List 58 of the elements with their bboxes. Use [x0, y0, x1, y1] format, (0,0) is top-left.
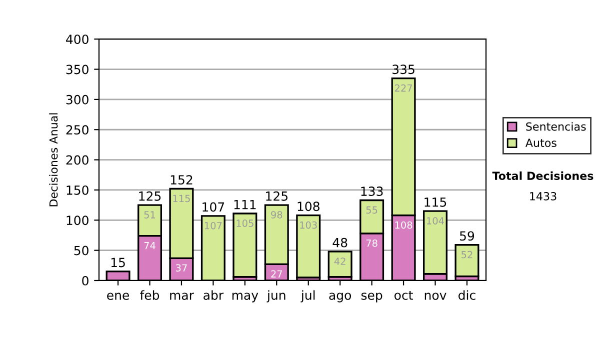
bar — [296, 214, 321, 278]
legend-label: Autos — [525, 138, 556, 148]
total-label: 125 — [139, 191, 161, 201]
total-label: 152 — [170, 175, 192, 185]
data-label: 37 — [176, 264, 187, 272]
data-label: 74 — [144, 242, 156, 250]
y-tick-label: 150 — [66, 185, 88, 195]
y-tick-label: 300 — [66, 94, 88, 104]
x-tick-label: may — [232, 292, 258, 302]
data-label: 98 — [271, 211, 282, 218]
y-axis-title: Decisiones Anual — [49, 113, 58, 206]
y-tick-label: 250 — [66, 125, 88, 135]
data-label: 107 — [204, 222, 222, 230]
x-tick-label: jun — [266, 290, 286, 302]
x-tick-label: ago — [329, 292, 352, 302]
bar — [454, 244, 480, 278]
total-label: 125 — [266, 191, 288, 201]
data-label: 52 — [462, 250, 472, 258]
x-tick-label: jul — [300, 290, 315, 302]
data-label: 78 — [366, 239, 378, 247]
x-tick-label: mar — [170, 292, 194, 300]
y-tick-label: 200 — [66, 155, 88, 165]
total-label: 108 — [298, 202, 320, 212]
bar — [328, 250, 352, 278]
total-label: 48 — [332, 238, 348, 248]
data-label: 103 — [300, 221, 317, 229]
x-tick-label: dic — [458, 290, 476, 300]
data-label: 227 — [394, 84, 412, 92]
legend-label: Sentencias — [526, 122, 586, 131]
data-label: 55 — [366, 206, 378, 214]
data-label: 42 — [334, 258, 346, 265]
data-label: 104 — [427, 217, 444, 224]
total-label: 111 — [234, 200, 256, 210]
x-tick-label: sep — [361, 292, 382, 302]
x-tick-label: oct — [394, 290, 413, 300]
total-label: 133 — [361, 186, 383, 196]
y-tick-label: 350 — [66, 64, 88, 74]
data-label: 105 — [236, 220, 254, 227]
total-label: 335 — [392, 64, 414, 74]
x-tick-label: feb — [140, 290, 160, 300]
text: Total Decisiones — [492, 171, 594, 180]
bar — [232, 212, 258, 278]
total-label: 59 — [460, 231, 474, 241]
total-label: 107 — [202, 202, 224, 212]
data-label: 51 — [144, 211, 156, 218]
data-label: 115 — [173, 194, 190, 202]
text: 1433 — [530, 192, 556, 200]
x-tick-label: nov — [424, 292, 446, 300]
y-tick-label: 100 — [66, 216, 88, 226]
total-label: 15 — [111, 258, 125, 268]
y-tick-label: 50 — [74, 246, 88, 256]
total-label: 115 — [424, 198, 446, 207]
data-label: 108 — [395, 221, 412, 229]
y-tick-label: 0 — [82, 276, 88, 286]
data-label: 27 — [271, 270, 282, 278]
x-tick-label: ene — [107, 292, 130, 300]
x-tick-label: abr — [204, 290, 224, 300]
y-tick-label: 400 — [66, 34, 88, 44]
